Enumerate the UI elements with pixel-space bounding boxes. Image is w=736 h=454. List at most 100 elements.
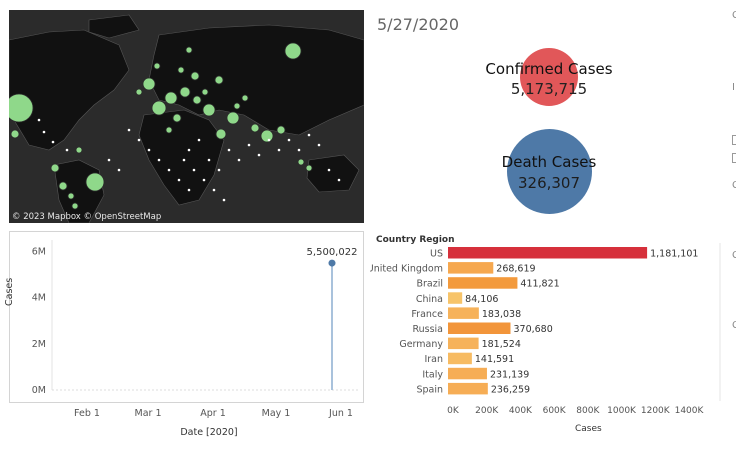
bar-x-tick: 0K bbox=[447, 406, 460, 416]
map-landmass bbox=[138, 109, 225, 206]
death-cases-title: Death Cases bbox=[501, 153, 597, 171]
map-case-bubble bbox=[214, 75, 224, 85]
clipped-checkbox[interactable] bbox=[732, 135, 736, 145]
map-small-marker bbox=[167, 168, 171, 172]
timeline-x-tick: May 1 bbox=[261, 408, 291, 419]
map-small-marker bbox=[247, 143, 251, 147]
clipped-checkbox[interactable] bbox=[732, 153, 736, 163]
bar-value-label: 411,821 bbox=[520, 279, 559, 290]
map-small-marker bbox=[177, 178, 181, 182]
bar-united-kingdom bbox=[448, 262, 494, 274]
bar-brazil bbox=[448, 277, 518, 289]
bar-category-label: China bbox=[416, 294, 443, 305]
confirmed-cases-bubble[interactable] bbox=[520, 48, 578, 106]
map-case-bubble bbox=[164, 91, 178, 105]
map-case-bubble bbox=[192, 95, 202, 105]
bar-category-label: Brazil bbox=[416, 279, 443, 290]
bar-spain bbox=[448, 382, 488, 395]
map-attribution[interactable]: © 2023 Mapbox © OpenStreetMap bbox=[12, 212, 162, 222]
map-small-marker bbox=[192, 168, 196, 172]
map-case-bubble bbox=[172, 113, 182, 123]
timeline-y-tick: 4M bbox=[32, 293, 46, 304]
map-case-bubble bbox=[135, 88, 143, 96]
map-case-bubble bbox=[215, 128, 227, 140]
map-small-marker bbox=[37, 118, 41, 122]
map-small-marker bbox=[267, 138, 271, 142]
bar-category-label: Iran bbox=[424, 354, 443, 365]
map-small-marker bbox=[317, 143, 321, 147]
clipped-side-panel: C I C C C bbox=[724, 0, 736, 454]
map-small-marker bbox=[307, 133, 311, 137]
bar-category-label: Italy bbox=[422, 369, 443, 380]
map-case-bubble bbox=[226, 111, 240, 125]
map-case-bubble bbox=[142, 77, 156, 91]
timeline-data-point bbox=[328, 259, 336, 267]
map-case-bubble bbox=[71, 202, 79, 210]
bar-category-label: US bbox=[430, 249, 443, 260]
map-small-marker bbox=[257, 153, 261, 157]
map-case-bubble bbox=[10, 129, 20, 139]
clipped-glyph: C bbox=[732, 10, 736, 21]
timeline-canvas: 6M 4M 2M 0M 5,500,022 bbox=[32, 240, 360, 396]
map-case-bubble bbox=[250, 123, 260, 133]
bar-chart-x-axis-label: Cases bbox=[575, 424, 602, 434]
map-small-marker bbox=[277, 148, 281, 152]
map-small-marker bbox=[127, 128, 131, 132]
timeline-y-tick: 2M bbox=[32, 339, 46, 350]
map-case-bubble bbox=[201, 88, 209, 96]
country-cases-bar-chart: US 1,181,101 United Kingdom 268,619 Brazil 41… bbox=[370, 243, 721, 416]
map-small-marker bbox=[337, 178, 341, 182]
bar-x-tick: 200K bbox=[475, 406, 499, 416]
map-small-marker bbox=[237, 158, 241, 162]
bar-category-label: France bbox=[411, 309, 443, 320]
bar-category-label: United Kingdom bbox=[370, 264, 443, 275]
map-case-bubble bbox=[151, 100, 167, 116]
clipped-glyph: C bbox=[732, 320, 736, 331]
map-small-marker bbox=[207, 158, 211, 162]
bar-value-label: 236,259 bbox=[491, 384, 530, 395]
clipped-glyph: C bbox=[732, 250, 736, 261]
map-case-bubble bbox=[241, 94, 249, 102]
clipped-glyph: C bbox=[732, 180, 736, 191]
timeline-point-label: 5,500,022 bbox=[307, 247, 358, 258]
map-case-bubble bbox=[50, 163, 60, 173]
map-case-bubble bbox=[85, 172, 105, 192]
bar-x-tick: 1000K bbox=[607, 406, 637, 416]
world-map[interactable]: © 2023 Mapbox © OpenStreetMap bbox=[9, 10, 364, 223]
map-case-bubble bbox=[179, 86, 191, 98]
bar-value-label: 183,038 bbox=[482, 309, 521, 320]
map-small-marker bbox=[117, 168, 121, 172]
bar-category-label: Russia bbox=[412, 324, 443, 335]
map-small-marker bbox=[182, 158, 186, 162]
clipped-glyph: I bbox=[732, 82, 735, 93]
map-case-bubble bbox=[305, 164, 313, 172]
map-small-marker bbox=[217, 168, 221, 172]
map-small-marker bbox=[287, 138, 291, 142]
map-small-marker bbox=[137, 138, 141, 142]
bar-france bbox=[448, 307, 479, 319]
bar-chart-category-header: Country Region bbox=[376, 235, 455, 245]
bar-value-label: 1,181,101 bbox=[650, 249, 698, 260]
map-case-bubble bbox=[67, 192, 75, 200]
map-case-bubble bbox=[185, 46, 193, 54]
death-cases-value: 326,307 bbox=[517, 174, 581, 192]
map-small-marker bbox=[187, 188, 191, 192]
timeline-y-axis-label: Cases bbox=[4, 277, 15, 306]
map-canvas[interactable] bbox=[9, 10, 364, 223]
bar-x-tick: 1400K bbox=[675, 406, 705, 416]
bar-italy bbox=[448, 367, 487, 380]
timeline-y-tick: 6M bbox=[32, 247, 46, 258]
map-small-marker bbox=[157, 158, 161, 162]
map-small-marker bbox=[107, 158, 111, 162]
map-small-marker bbox=[51, 140, 55, 144]
map-small-marker bbox=[202, 178, 206, 182]
map-case-bubble bbox=[297, 158, 305, 166]
map-case-bubble bbox=[233, 102, 241, 110]
timeline-x-tick: Apr 1 bbox=[200, 408, 226, 419]
map-case-bubble bbox=[58, 181, 68, 191]
death-cases-bubble[interactable] bbox=[507, 129, 592, 214]
map-landmass bbox=[306, 154, 360, 193]
map-case-bubble bbox=[153, 62, 161, 70]
map-small-marker bbox=[227, 148, 231, 152]
report-date: 5/27/2020 bbox=[377, 15, 460, 34]
